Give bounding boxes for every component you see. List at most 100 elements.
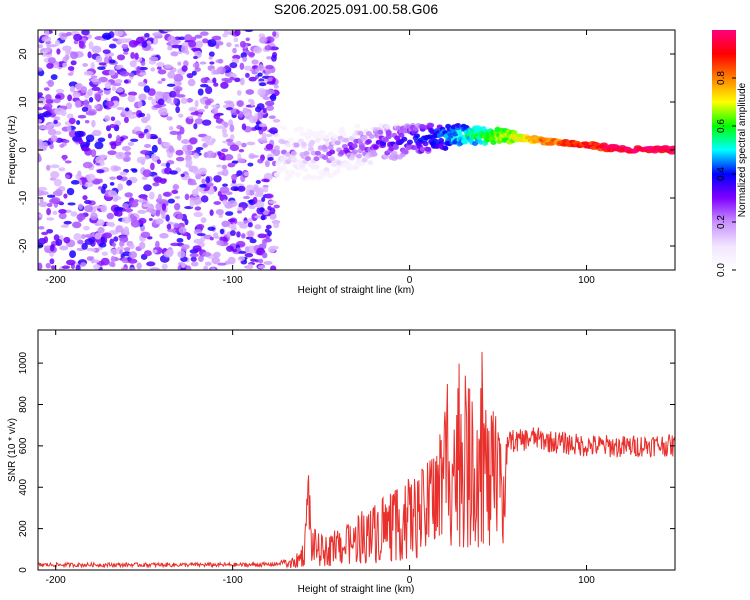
heatmap-cell (184, 34, 193, 42)
heatmap-cell (102, 232, 112, 239)
heatmap-cell (145, 131, 151, 140)
heatmap-cell (402, 149, 409, 155)
heatmap-cell (111, 85, 117, 92)
heatmap-cell (234, 30, 241, 37)
heatmap-cell (150, 162, 155, 171)
heatmap-cell (121, 43, 129, 50)
heatmap-cell (73, 233, 82, 241)
heatmap-cell (184, 218, 189, 226)
heatmap-cell (157, 193, 162, 202)
heatmap-cell (243, 171, 249, 177)
heatmap-cell (227, 256, 236, 265)
heatmap-cell (50, 265, 56, 270)
heatmap-cell (113, 166, 122, 171)
heatmap-cell (85, 134, 95, 143)
heatmap-cell (46, 44, 51, 53)
heatmap-cell (46, 208, 51, 216)
heatmap-cell (265, 224, 272, 230)
heatmap-cell (107, 133, 112, 139)
heatmap-cell (137, 81, 147, 87)
heatmap-cell (170, 51, 179, 57)
heatmap-cell (242, 195, 251, 200)
heatmap-cell (211, 104, 220, 108)
heatmap-cell (112, 197, 119, 202)
heatmap-cell (196, 223, 205, 230)
heatmap-cell (192, 62, 200, 69)
heatmap-cell (119, 171, 128, 176)
heatmap-cell (46, 164, 51, 171)
heatmap-cell (204, 261, 212, 266)
heatmap-cell (255, 201, 265, 209)
heatmap-cell (194, 99, 199, 108)
heatmap-cell (241, 233, 246, 239)
spectrogram-x-axis-label: Height of straight line (km) (298, 285, 415, 296)
heatmap-cell (195, 40, 204, 49)
heatmap-cell (422, 141, 429, 147)
heatmap-cell (213, 113, 221, 120)
heatmap-cell (229, 144, 240, 152)
heatmap-cell (80, 86, 88, 94)
heatmap-cell (127, 94, 136, 103)
heatmap-cell (143, 184, 152, 192)
heatmap-cell (197, 108, 206, 113)
heatmap-cell (220, 81, 229, 89)
heatmap-cell (215, 209, 224, 215)
heatmap-cell (164, 64, 173, 69)
heatmap-cell (217, 58, 224, 64)
heatmap-cell (215, 125, 225, 129)
heatmap-cell (265, 105, 275, 111)
heatmap-cell (223, 154, 234, 161)
heatmap-cell (267, 76, 273, 82)
heatmap-cell (140, 61, 146, 66)
heatmap-cell (247, 98, 254, 103)
heatmap-cell (136, 262, 142, 270)
heatmap-cell (220, 148, 229, 153)
heatmap-cell (46, 228, 54, 234)
heatmap-cell (80, 234, 86, 240)
heatmap-cell (175, 156, 185, 162)
heatmap-cell (80, 262, 87, 267)
heatmap-cell (67, 72, 74, 76)
heatmap-cell (456, 129, 463, 135)
heatmap-cell (255, 188, 264, 196)
heatmap-cell (110, 248, 120, 255)
heatmap-cell (209, 61, 215, 65)
heatmap-cell (116, 246, 125, 251)
heatmap-cell (384, 124, 391, 130)
heatmap-cell (257, 72, 263, 77)
heatmap-cell (43, 236, 49, 244)
heatmap-cell (66, 31, 72, 36)
heatmap-cell (235, 141, 242, 146)
heatmap-cell (74, 83, 82, 89)
y-tick-label: 0 (18, 147, 29, 153)
heatmap-cell (241, 142, 247, 148)
colorbar-tick-label: 0.6 (716, 119, 727, 133)
heatmap-cell (83, 199, 92, 205)
heatmap-cell (193, 123, 198, 130)
heatmap-cell (125, 207, 132, 213)
heatmap-cell (106, 212, 114, 220)
heatmap-cell (288, 137, 295, 143)
heatmap-cell (67, 125, 72, 132)
heatmap-cell (204, 99, 212, 106)
heatmap-cell (267, 157, 274, 161)
heatmap-cell (221, 168, 229, 177)
heatmap-cell (151, 153, 158, 161)
heatmap-cell (83, 99, 90, 108)
heatmap-cell (126, 179, 133, 186)
heatmap-cell (412, 126, 419, 132)
heatmap-cell (346, 162, 353, 168)
heatmap-cell (180, 173, 185, 177)
heatmap-cell (195, 173, 202, 180)
heatmap-cell (237, 185, 246, 192)
heatmap-cell (138, 209, 145, 214)
heatmap-cell (258, 36, 268, 44)
heatmap-cell (225, 107, 233, 111)
heatmap-cell (124, 107, 130, 112)
heatmap-cell (62, 62, 68, 68)
heatmap-cell (268, 246, 276, 253)
heatmap-cell (38, 44, 44, 49)
heatmap-cell (223, 100, 234, 105)
heatmap-cell (63, 139, 70, 144)
heatmap-cell (146, 261, 156, 267)
